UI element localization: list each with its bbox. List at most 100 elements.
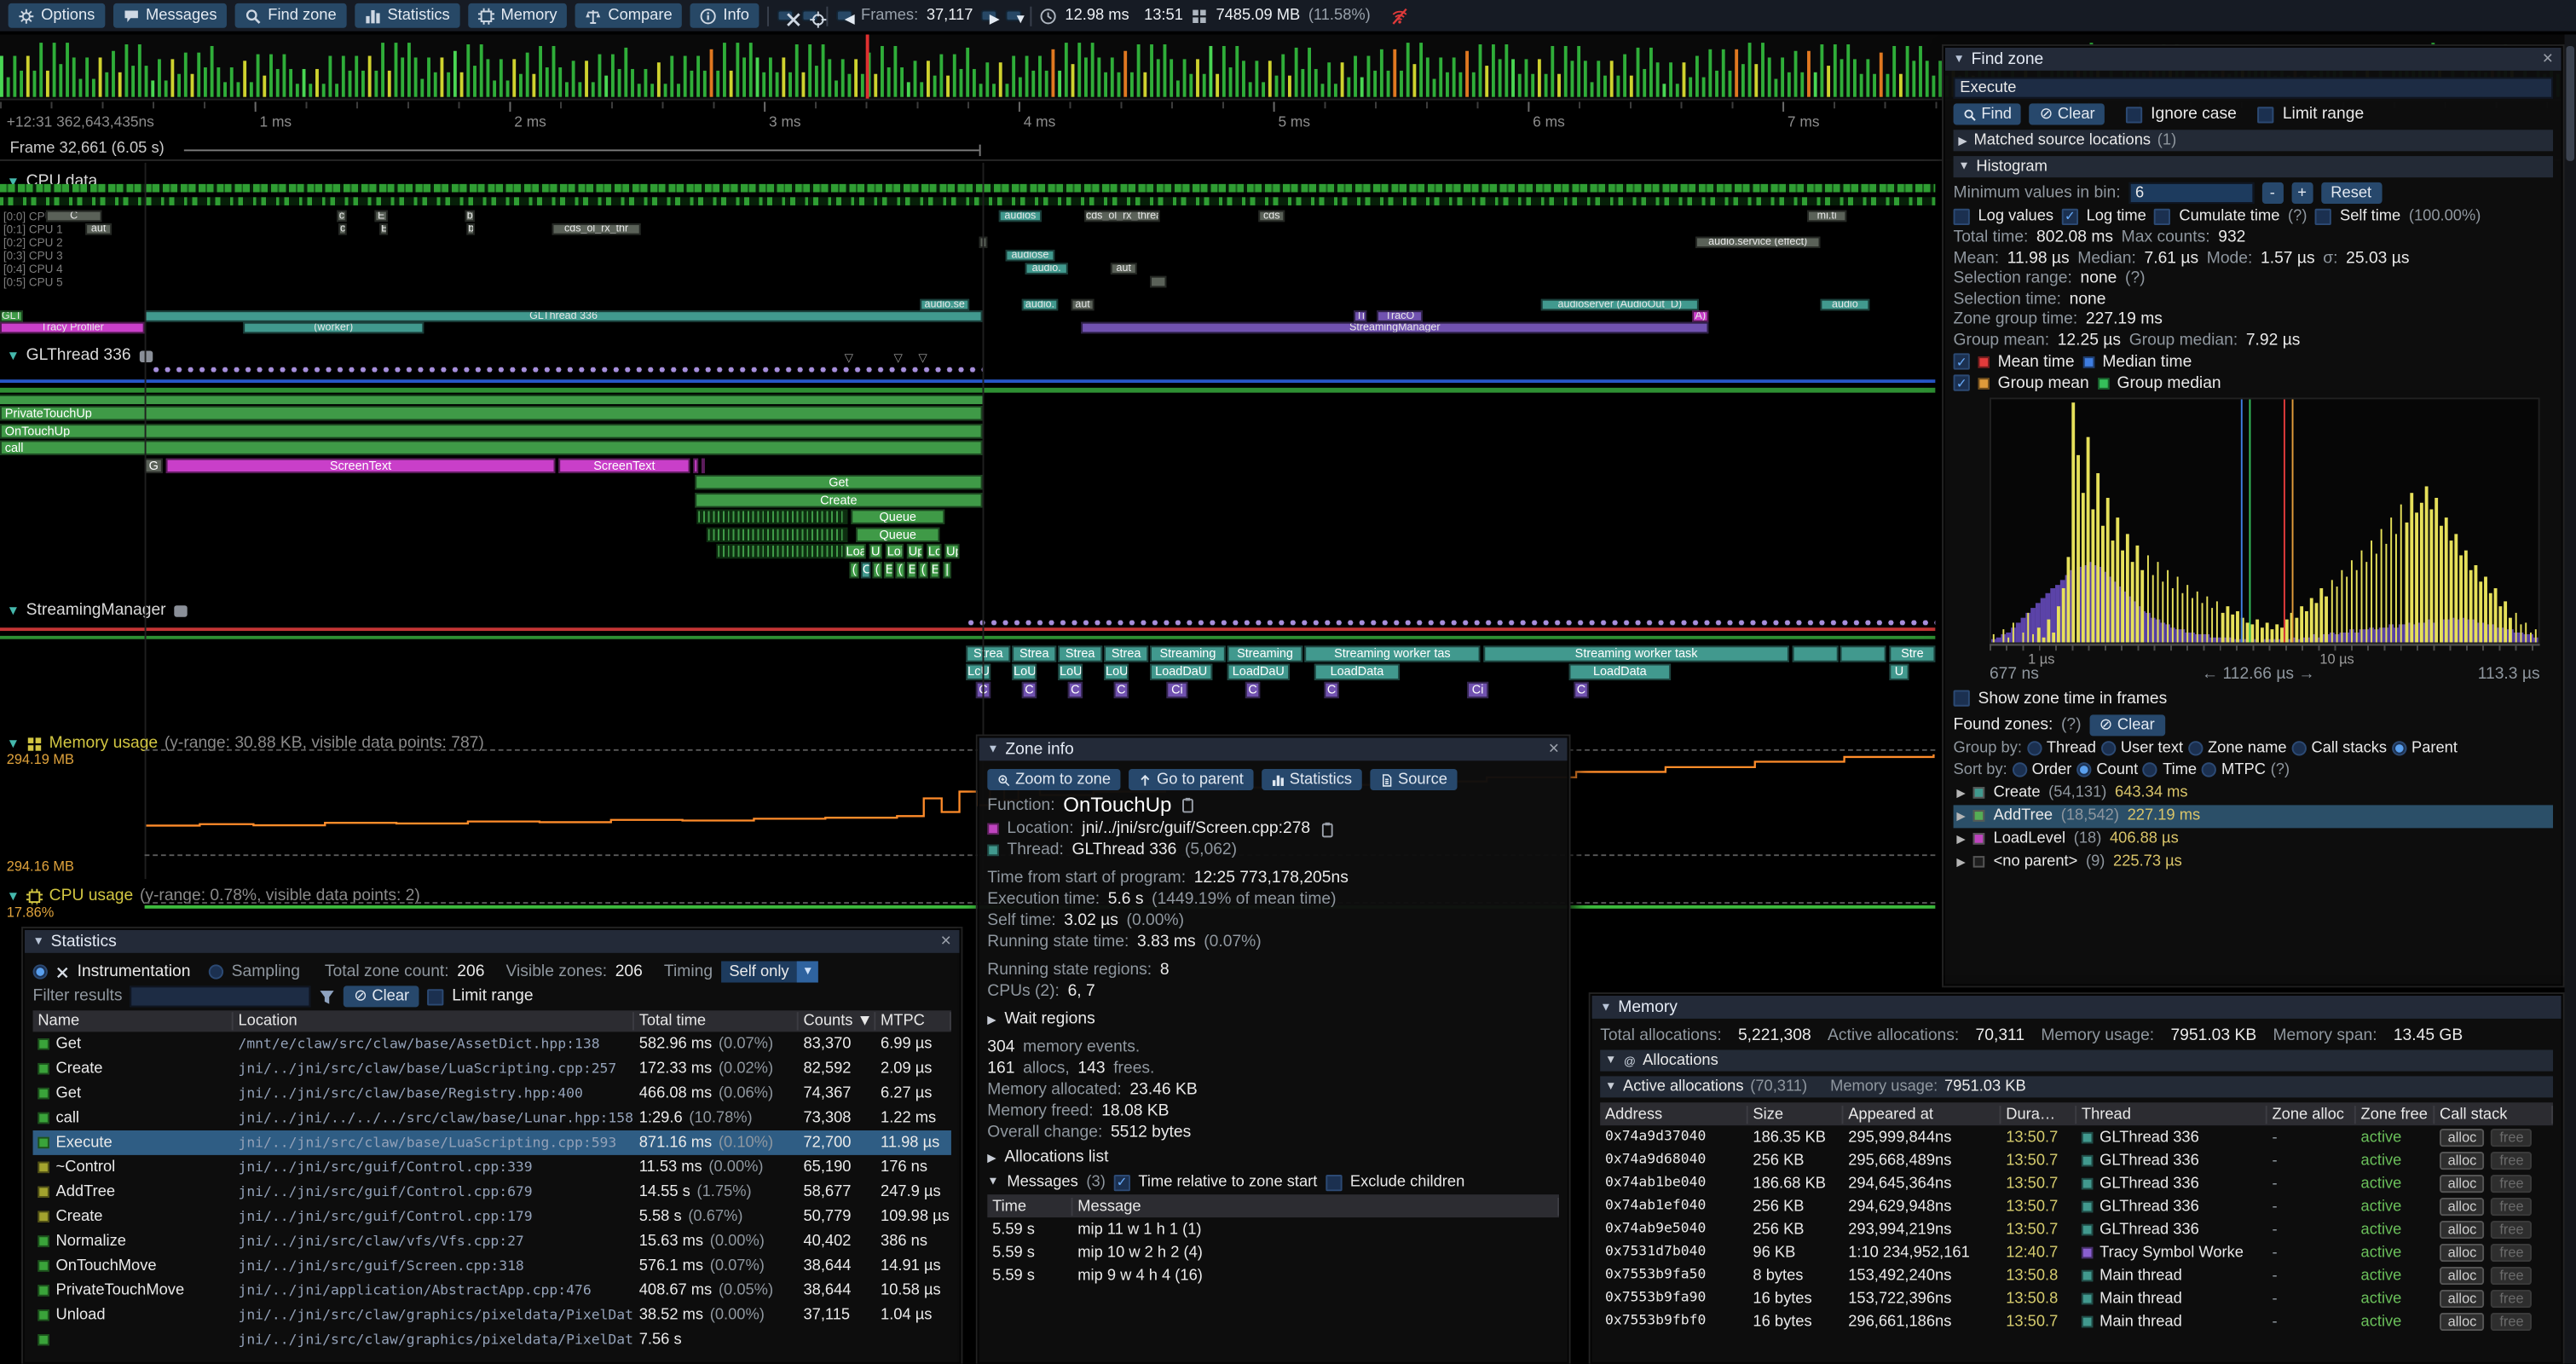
cpu-thread-zone[interactable]: A) [1692, 310, 1709, 321]
zone[interactable]: ScreenText [165, 457, 556, 473]
found-zone-group[interactable]: ▶ LoadLevel (18) 406.88 µs [1954, 827, 2553, 850]
zone[interactable]: C [1324, 681, 1339, 699]
sort-by-radio-time[interactable] [2142, 761, 2158, 777]
close-icon[interactable]: × [2542, 49, 2554, 69]
zone[interactable]: Loi [885, 543, 904, 559]
free-callstack-button[interactable]: free [2491, 1288, 2533, 1308]
group-by-radio-thread[interactable] [2026, 740, 2042, 755]
table-row[interactable]: PrivateTouchMove jni/../jni/application/A… [33, 1278, 951, 1303]
column-header[interactable]: Time [987, 1197, 1073, 1216]
cpu-zone[interactable]: cds [1258, 210, 1285, 222]
cpu-thread-zone[interactable]: GLT [0, 310, 23, 321]
zone[interactable]: LoU [1012, 663, 1037, 680]
allocation-row[interactable]: 0x74ab1ef040 256 KB 294,629,948ns 13:50.7 GL… [1600, 1194, 2553, 1217]
source-button[interactable]: Source [1370, 768, 1458, 791]
zone[interactable] [701, 457, 705, 473]
column-header[interactable]: Zone free [2356, 1105, 2435, 1124]
zone[interactable]: Up [906, 543, 924, 559]
group-by-radio-parent[interactable] [2391, 740, 2407, 755]
cpu-zone[interactable]: cds_ol_rx_threa [1084, 210, 1160, 222]
prev-frame-button[interactable]: ◀ [836, 9, 855, 26]
zone[interactable]: OnTouchUp [0, 423, 983, 438]
alloc-callstack-button[interactable]: alloc [2440, 1174, 2486, 1193]
zone[interactable]: Loa [844, 543, 866, 559]
table-row[interactable]: Get jni/../jni/src/claw/base/Registry.hpp… [33, 1081, 951, 1106]
zone[interactable]: Strea [966, 645, 1011, 662]
zone[interactable]: C [1067, 681, 1083, 699]
frame-row[interactable]: Frame 32,661 (6.05 s) [0, 138, 2576, 161]
instrumentation-radio[interactable] [32, 964, 48, 980]
cpu-thread-zone[interactable]: audio [1820, 298, 1870, 310]
zone[interactable] [1792, 645, 1839, 662]
cpu-zone[interactable]: ć [337, 210, 347, 222]
compare-button[interactable]: Compare [575, 3, 683, 28]
cpu-zone[interactable] [1150, 275, 1167, 287]
alloc-callstack-button[interactable]: alloc [2440, 1197, 2486, 1216]
zone[interactable]: LoadDaU [1227, 663, 1290, 680]
table-row[interactable]: Normalize jni/../jni/src/claw/vfs/Vfs.cpp… [33, 1229, 951, 1254]
zone[interactable]: Lo [926, 543, 942, 559]
zone[interactable]: G [144, 457, 163, 473]
zone[interactable]: E [906, 561, 917, 578]
find-zone-input[interactable]: Execute [1953, 77, 2554, 99]
statistics-titlebar[interactable]: ▼ Statistics × [24, 929, 960, 953]
info-button[interactable]: Info [690, 3, 760, 28]
collapse-arrow-icon[interactable]: ▼ [32, 935, 44, 948]
zone[interactable]: C [860, 561, 871, 578]
zone[interactable]: U [869, 543, 882, 559]
zone-info-titlebar[interactable]: ▼ Zone info × [979, 737, 1568, 761]
column-header[interactable]: Zone alloc [2267, 1105, 2356, 1124]
zone[interactable]: Strea [1104, 645, 1149, 662]
time-ruler[interactable]: +12:31 362,643,435ns 1 ms 2 ms 3 ms 4 ms 5 m… [0, 101, 2576, 137]
alloc-callstack-button[interactable]: alloc [2440, 1243, 2486, 1262]
matched-locations-header[interactable]: ▶ Matched source locations (1) [1953, 130, 2554, 152]
zone[interactable] [696, 509, 848, 524]
found-zone-group[interactable]: ▶ Create (54,131) 643.34 ms [1954, 781, 2553, 804]
zone[interactable]: E [883, 561, 894, 578]
sampling-radio[interactable] [208, 964, 223, 980]
collapse-arrow-icon[interactable]: ▼ [6, 736, 20, 751]
clear-button[interactable]: ⊘ Clear [2030, 103, 2105, 125]
zone[interactable] [716, 543, 845, 559]
cpu-zone[interactable]: mi.ti [1807, 210, 1847, 222]
column-header[interactable]: Appeared at [1843, 1105, 2001, 1124]
zone[interactable]: Strea [1058, 645, 1103, 662]
clear-button[interactable]: ⊘ Clear [344, 985, 419, 1008]
memory-titlebar[interactable]: ▼ Memory [1591, 995, 2562, 1019]
histogram-plot[interactable] [1989, 396, 2540, 644]
zone[interactable] [1840, 645, 1886, 662]
log-time-checkbox[interactable]: ✓ [2061, 207, 2078, 225]
free-callstack-button[interactable]: free [2491, 1265, 2533, 1285]
zoom-to-zone-button[interactable]: Zoom to zone [987, 768, 1121, 791]
zone[interactable]: Ci [1166, 681, 1188, 699]
reset-button[interactable]: Reset [2320, 182, 2382, 204]
cpu-thread-zone[interactable]: (worker) [243, 321, 425, 333]
zone[interactable]: call [0, 440, 983, 455]
allocation-row[interactable]: 0x7553b9fbf0 16 bytes 296,661,186ns 13:50.7… [1600, 1309, 2553, 1332]
table-row[interactable]: Create jni/../jni/src/claw/base/LuaScript… [33, 1056, 951, 1081]
timing-combo[interactable]: Self only ▼ [720, 961, 819, 983]
section-cpu-plot[interactable]: ▼ CPU usage (y-range: 0.78%, visible data … [7, 887, 420, 905]
column-header[interactable]: Dura… [2001, 1105, 2077, 1124]
cpu-thread-zone[interactable]: audio.se [920, 298, 970, 310]
column-header[interactable]: Name [33, 1012, 234, 1031]
sort-by-radio-count[interactable] [2076, 761, 2092, 777]
table-row[interactable]: OnTouchMove jni/../jni/src/guif/Screen.cp… [33, 1254, 951, 1279]
cpu-zone[interactable]: É [379, 223, 388, 234]
column-header[interactable]: MTPC [875, 1012, 951, 1031]
cpu-thread-zone[interactable]: GLThread 336 [144, 310, 983, 321]
zone[interactable]: C [1113, 681, 1129, 699]
cpu-zone[interactable]: audio.service (effect) [1695, 236, 1821, 248]
cpu-zone[interactable]: ƀ [466, 223, 475, 234]
zone[interactable] [706, 526, 848, 542]
zone[interactable]: Create [695, 492, 983, 507]
find-button[interactable]: Find [1953, 103, 2022, 125]
table-row[interactable]: AddTree jni/../jni/src/guif/Control.cpp:6… [33, 1180, 951, 1205]
alloc-callstack-button[interactable]: alloc [2440, 1220, 2486, 1239]
message-row[interactable]: 5.59 s mip 10 w 2 h 2 (4) [987, 1240, 1559, 1263]
zone[interactable]: Streaming [1150, 645, 1226, 662]
zone[interactable]: PrivateTouchUp [0, 406, 983, 421]
cpu-thread-zone[interactable]: Ti [1354, 310, 1367, 321]
zone[interactable]: LoadData [1568, 663, 1672, 680]
zone[interactable]: Strea [1012, 645, 1057, 662]
